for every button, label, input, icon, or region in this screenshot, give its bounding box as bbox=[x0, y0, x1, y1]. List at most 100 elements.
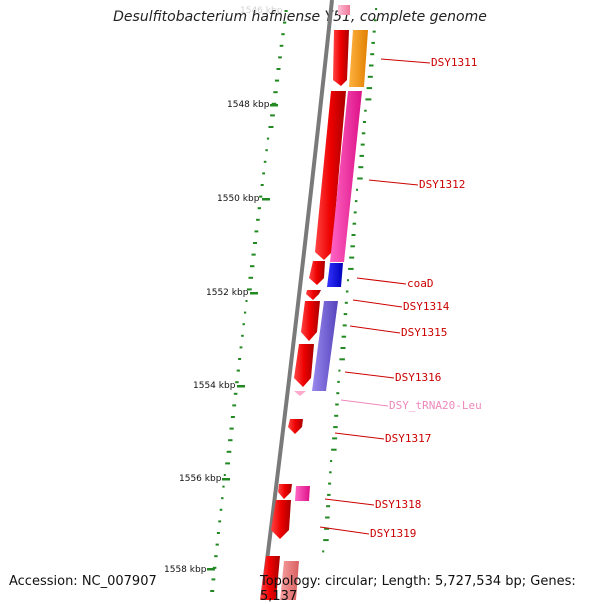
gene-feature-DSY1315[interactable] bbox=[301, 301, 320, 341]
gc-dot bbox=[235, 381, 239, 384]
gc-dot bbox=[365, 98, 372, 101]
cog-feature-orange bbox=[349, 30, 368, 87]
tick-mark bbox=[250, 292, 258, 295]
gc-skew-track-left bbox=[210, 10, 288, 592]
gc-dot bbox=[274, 79, 280, 82]
gc-dot bbox=[322, 550, 325, 553]
gene-feature-DSY1314[interactable] bbox=[306, 290, 321, 300]
gc-dot bbox=[324, 527, 330, 530]
cog-feature-magenta bbox=[295, 486, 310, 501]
gene-label[interactable]: DSY1317 bbox=[385, 432, 431, 445]
gc-dot bbox=[329, 471, 332, 474]
gc-skew-track-right bbox=[322, 8, 378, 553]
gc-dot bbox=[351, 234, 356, 236]
connector-line bbox=[380, 58, 431, 64]
gene-label[interactable]: DSY1312 bbox=[419, 178, 465, 191]
gene-feature-DSY1317[interactable] bbox=[288, 419, 303, 434]
gc-dot bbox=[349, 256, 355, 259]
tick-mark bbox=[270, 104, 278, 107]
tick-label: 1556 kbp bbox=[179, 474, 222, 484]
gc-dot bbox=[283, 21, 287, 24]
gene-label[interactable]: DSY_tRNA20-Leu bbox=[389, 399, 482, 412]
gc-dot bbox=[245, 300, 248, 302]
gc-dot bbox=[348, 267, 354, 270]
gc-dot bbox=[241, 334, 244, 337]
gc-dot bbox=[331, 448, 337, 451]
gene-label[interactable]: DSY1319 bbox=[370, 527, 416, 540]
gene-label[interactable]: DSY1318 bbox=[375, 498, 421, 511]
gc-dot bbox=[367, 75, 373, 78]
gc-dot bbox=[218, 520, 222, 523]
gc-dot bbox=[370, 53, 375, 56]
gene-feature-DSY1318[interactable] bbox=[278, 484, 292, 499]
tick-label: 1558 kbp bbox=[164, 565, 207, 575]
gc-dot bbox=[257, 207, 261, 210]
gene-feature-DSY1316[interactable] bbox=[294, 344, 314, 387]
gc-dot bbox=[358, 166, 364, 169]
gc-dot bbox=[338, 369, 341, 372]
map-title: Desulfitobacterium hafniense Y51, comple… bbox=[113, 9, 487, 25]
tick-mark bbox=[262, 198, 270, 201]
gc-dot bbox=[373, 19, 377, 22]
gene-label[interactable]: DSY1311 bbox=[431, 56, 477, 69]
gc-dot bbox=[260, 184, 264, 186]
gene-label[interactable]: DSY1314 bbox=[403, 300, 450, 313]
gc-dot bbox=[330, 460, 333, 462]
gc-dot bbox=[325, 516, 330, 519]
gc-dot bbox=[233, 392, 238, 395]
connector-line bbox=[352, 299, 403, 308]
gc-dot bbox=[366, 87, 373, 90]
gene-label[interactable]: DSY1315 bbox=[401, 326, 447, 339]
cog-feature-purple bbox=[312, 301, 338, 391]
gene-feature-partial[interactable] bbox=[260, 556, 280, 600]
gc-dot bbox=[268, 126, 274, 128]
gene-label[interactable]: DSY1316 bbox=[395, 371, 441, 384]
gc-dot bbox=[327, 493, 331, 496]
gc-dot bbox=[337, 380, 340, 383]
cds-track-forward bbox=[260, 30, 349, 600]
gene-label[interactable]: coaD bbox=[407, 277, 434, 290]
gc-dot bbox=[278, 56, 282, 59]
gc-dot bbox=[345, 290, 349, 293]
gc-dot bbox=[225, 462, 230, 465]
connector-line bbox=[334, 432, 385, 440]
gc-dot bbox=[229, 427, 234, 430]
gc-dot bbox=[352, 222, 357, 225]
gene-feature-DSY1319[interactable] bbox=[271, 500, 291, 539]
gene-feature-DSY1312[interactable] bbox=[315, 91, 346, 260]
genome-backbone bbox=[260, 0, 334, 600]
gc-dot bbox=[226, 450, 232, 453]
gc-dot bbox=[265, 149, 268, 152]
gene-feature-coaD[interactable] bbox=[309, 261, 325, 285]
gc-dot bbox=[248, 276, 254, 279]
gc-dot bbox=[335, 403, 339, 406]
gc-dot bbox=[222, 485, 225, 488]
gc-dot bbox=[363, 121, 366, 123]
gc-dot bbox=[350, 245, 355, 248]
tick-mark bbox=[207, 568, 215, 571]
cog-feature-salmon bbox=[280, 561, 299, 600]
connector-line bbox=[368, 179, 419, 186]
tick-marks: 1546 kbp 1548 kbp 1550 kbp 1552 kbp 1554… bbox=[164, 6, 283, 575]
gc-dot bbox=[364, 109, 367, 112]
gc-dot bbox=[228, 439, 233, 442]
gc-dot bbox=[334, 414, 339, 417]
gc-dot bbox=[239, 346, 243, 349]
gc-dot bbox=[328, 482, 332, 485]
gc-dot bbox=[244, 311, 247, 314]
gc-dot bbox=[344, 301, 348, 304]
gene-feature-DSY1311[interactable] bbox=[333, 30, 349, 86]
gc-dot bbox=[251, 253, 256, 256]
gc-dot bbox=[333, 426, 338, 429]
gc-dot bbox=[223, 474, 226, 476]
tick-mark bbox=[237, 385, 245, 388]
gc-dot bbox=[232, 404, 237, 407]
tick-label: 1552 kbp bbox=[206, 288, 249, 298]
gc-dot bbox=[212, 566, 217, 569]
gc-dot bbox=[221, 497, 224, 500]
tick-label: 1550 kbp bbox=[217, 194, 260, 204]
gc-dot bbox=[359, 154, 364, 157]
gc-dot bbox=[354, 200, 358, 203]
gc-dot bbox=[342, 324, 347, 327]
gc-dot bbox=[340, 347, 346, 349]
